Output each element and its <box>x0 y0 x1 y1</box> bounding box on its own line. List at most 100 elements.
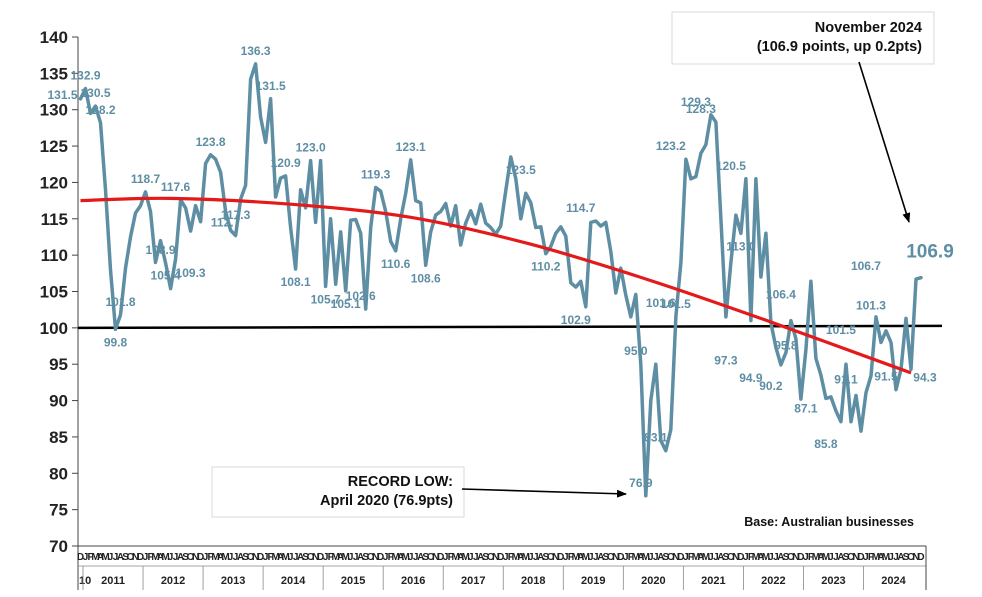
x-month-label: J <box>863 552 869 563</box>
x-month-label: J <box>383 552 389 563</box>
y-tick-label: 105 <box>40 283 68 302</box>
x-month-label: M <box>572 552 580 563</box>
x-month-label: F <box>568 552 574 563</box>
x-year-label: 2013 <box>221 575 245 587</box>
x-month-label: D <box>557 552 564 563</box>
x-month-label: F <box>868 552 874 563</box>
x-month-label: M <box>392 552 400 563</box>
x-month-label: N <box>312 552 319 563</box>
x-month-label: M <box>281 552 289 563</box>
x-month-label: F <box>688 552 694 563</box>
data-label: 131.5 <box>47 88 77 102</box>
data-label: 91.5 <box>874 370 898 384</box>
data-label: 105.1 <box>331 297 361 311</box>
x-month-label: D <box>917 552 924 563</box>
x-month-label: N <box>612 552 619 563</box>
x-month-label: A <box>757 552 764 563</box>
data-label: 101.6 <box>646 296 676 310</box>
data-label: 95.8 <box>774 338 798 352</box>
x-month-label: N <box>912 552 919 563</box>
x-month-label: A <box>337 552 344 563</box>
base-note: Base: Australian businesses <box>744 515 914 529</box>
x-month-label: J <box>348 552 354 563</box>
x-month-label: S <box>783 552 790 563</box>
x-month-label: N <box>792 552 799 563</box>
record-low-annotation-line1: RECORD LOW: <box>348 474 453 490</box>
x-year-label: 2012 <box>161 575 185 587</box>
data-label: 102.6 <box>346 289 376 303</box>
data-label: 101.8 <box>106 295 136 309</box>
x-month-label: M <box>872 552 880 563</box>
x-month-label: D <box>137 552 144 563</box>
data-label: 123.5 <box>506 163 536 177</box>
data-label: 94.3 <box>913 370 937 384</box>
x-month-label: F <box>388 552 394 563</box>
x-month-label: O <box>427 552 435 563</box>
y-tick-label: 130 <box>40 101 68 120</box>
x-month-label: N <box>132 552 139 563</box>
x-month-label: S <box>663 552 670 563</box>
x-month-label: A <box>777 552 784 563</box>
x-month-label: J <box>233 552 239 563</box>
x-month-label: A <box>657 552 664 563</box>
x-month-label: S <box>843 552 850 563</box>
data-label: 105.7 <box>311 292 341 306</box>
x-month-label: M <box>692 552 700 563</box>
record-low-annotation: RECORD LOW: April 2020 (76.9pts) <box>211 466 627 518</box>
x-month-label: A <box>357 552 364 563</box>
x-month-label: N <box>252 552 259 563</box>
x-month-label: S <box>182 552 189 563</box>
x-month-label: S <box>122 552 129 563</box>
x-year-label: 2014 <box>281 575 306 587</box>
x-month-label: J <box>888 552 894 563</box>
x-month-label: O <box>187 552 195 563</box>
x-month-label: D <box>257 552 264 563</box>
x-month-label: F <box>628 552 634 563</box>
data-label: 101.3 <box>856 298 886 312</box>
x-month-label: M <box>341 552 349 563</box>
x-month-label: M <box>402 552 410 563</box>
x-month-label: M <box>752 552 760 563</box>
x-month-label: M <box>812 552 820 563</box>
x-month-label: M <box>211 552 219 563</box>
data-label: 101.5 <box>826 323 856 337</box>
x-month-label: A <box>397 552 404 563</box>
x-month-label: J <box>263 552 269 563</box>
data-label: 113.0 <box>726 239 756 253</box>
x-month-label: D <box>797 552 804 563</box>
x-month-label: N <box>432 552 439 563</box>
x-month-label: J <box>468 552 474 563</box>
x-month-label: M <box>452 552 460 563</box>
x-month-label: N <box>192 552 199 563</box>
data-label: 118.7 <box>131 172 161 186</box>
record-low-annotation-line2: April 2020 (76.9pts) <box>320 493 453 509</box>
x-month-label: J <box>743 552 749 563</box>
x-month-label: J <box>173 552 179 563</box>
x-month-label: J <box>143 552 149 563</box>
x-year-label: 2017 <box>461 575 485 587</box>
data-label: 108.1 <box>281 275 311 289</box>
x-month-label: A <box>217 552 224 563</box>
x-month-label: S <box>362 552 369 563</box>
x-month-label: D <box>437 552 444 563</box>
x-month-label: F <box>87 552 93 563</box>
x-month-label: O <box>907 552 915 563</box>
x-month-label: J <box>893 552 899 563</box>
x-month-label: J <box>533 552 539 563</box>
x-month-label: N <box>672 552 679 563</box>
x-month-label: N <box>552 552 559 563</box>
x-month-label: M <box>822 552 830 563</box>
data-label: 130.5 <box>80 86 110 100</box>
x-month-label: J <box>713 552 719 563</box>
x-year-label: 2018 <box>521 575 545 587</box>
x-month-label: S <box>903 552 910 563</box>
x-month-label: M <box>512 552 520 563</box>
x-month-label: O <box>787 552 795 563</box>
x-month-label: M <box>762 552 770 563</box>
x-month-label: O <box>487 552 495 563</box>
x-month-label: J <box>413 552 419 563</box>
y-tick-label: 95 <box>49 355 68 374</box>
x-month-label: J <box>653 552 659 563</box>
x-month-label: J <box>228 552 234 563</box>
